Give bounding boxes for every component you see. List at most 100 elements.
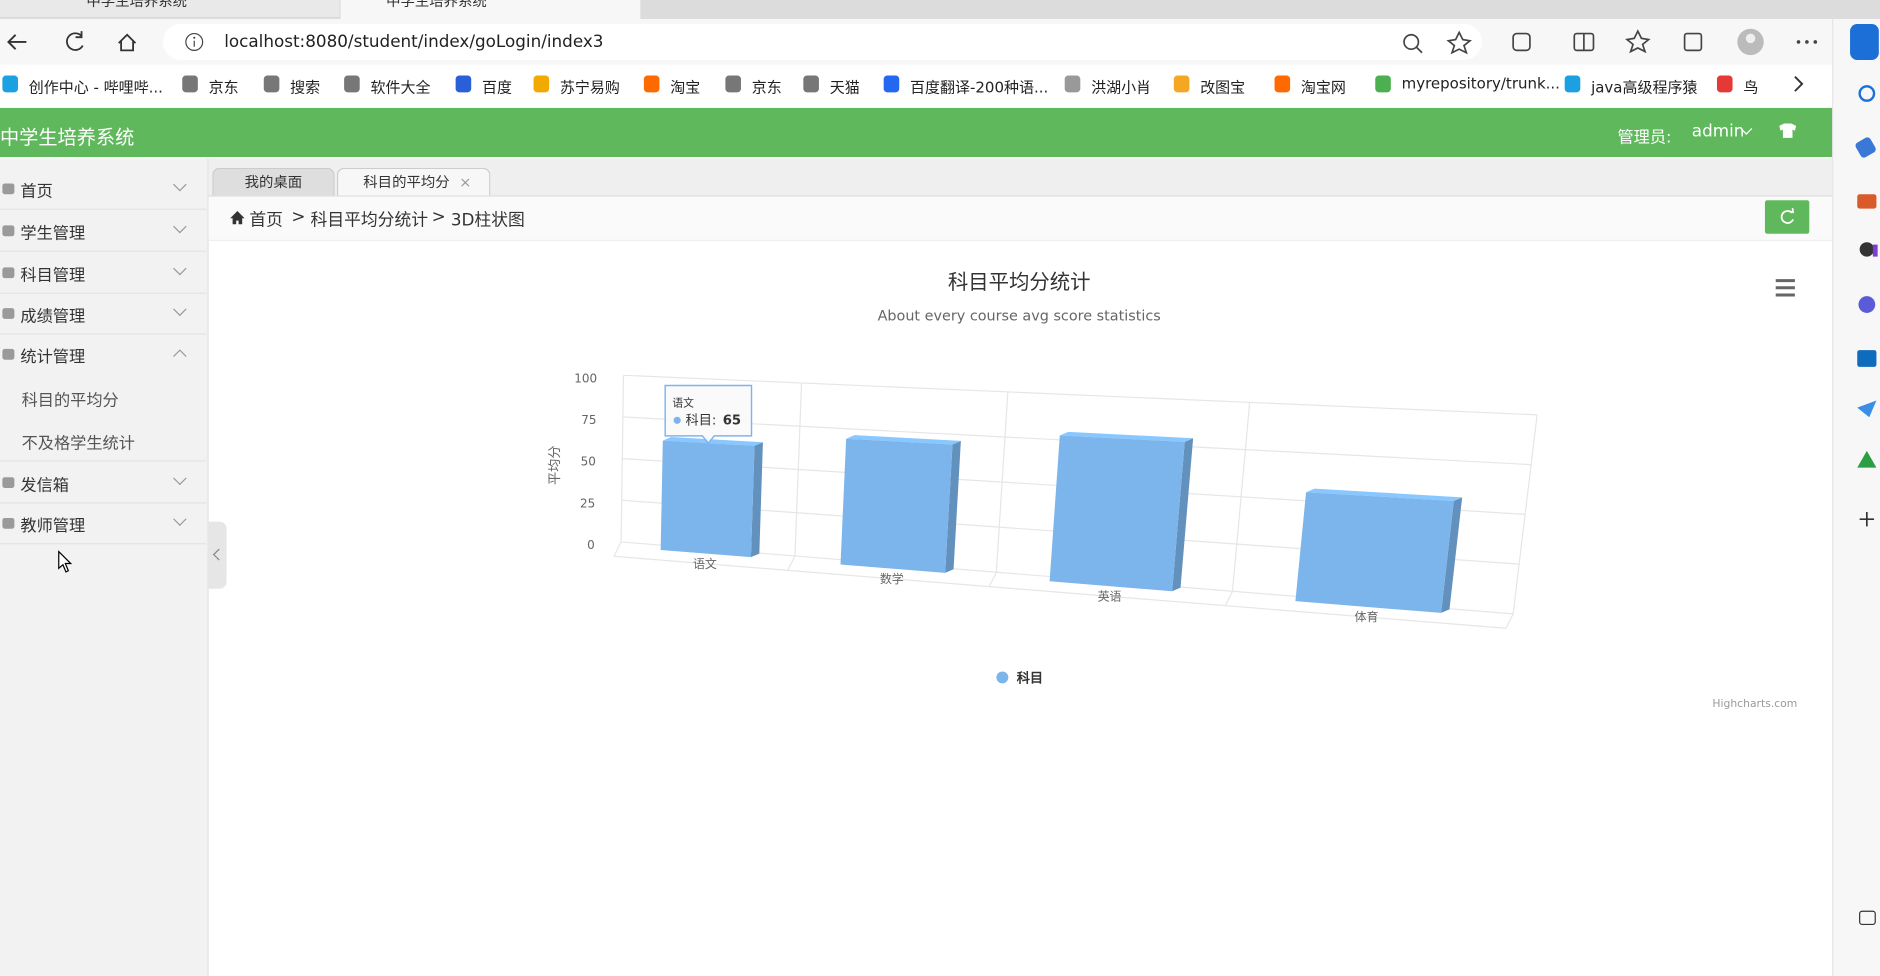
tooltip-label: 科目:	[686, 412, 717, 428]
menu-item[interactable]: 成绩管理	[0, 293, 207, 335]
x-tick-label: 体育	[1355, 609, 1379, 624]
floor-line	[1505, 613, 1514, 629]
menu-label[interactable]: 科目管理	[20, 266, 86, 286]
breadcrumb-item[interactable]: 首页	[249, 211, 283, 231]
breadcrumb-bar	[208, 196, 1833, 241]
bookmark[interactable]: 鸟	[1743, 77, 1759, 96]
tooltip-value: 65	[723, 413, 741, 428]
info-icon[interactable]	[185, 32, 207, 54]
menu-label[interactable]: 统计管理	[20, 347, 86, 367]
bookmark-icon[interactable]	[1064, 75, 1081, 93]
refresh-button[interactable]	[1764, 200, 1810, 234]
submenu-item[interactable]: 不及格学生统计	[21, 434, 135, 454]
bookmark[interactable]: myrepository/trunk...	[1401, 74, 1560, 93]
bookmark-icon[interactable]	[643, 75, 660, 93]
submenu-item[interactable]: 科目的平均分	[21, 390, 119, 411]
bar	[1295, 492, 1454, 613]
bookmark[interactable]: 天猫	[829, 77, 860, 96]
url-box[interactable]	[163, 23, 1482, 60]
menu-label[interactable]: 学生管理	[20, 224, 86, 244]
tooltip-box	[664, 384, 753, 445]
bookmark-icon[interactable]	[455, 75, 472, 93]
menu-label[interactable]: 发信箱	[20, 476, 69, 496]
admin-name[interactable]: admin	[1691, 122, 1745, 142]
floor-edge	[613, 555, 1506, 629]
bar-side	[945, 440, 961, 573]
bar-side	[1172, 438, 1194, 592]
page-tab-label[interactable]: 科目的平均分	[363, 173, 450, 191]
bookmark-icon[interactable]	[1375, 75, 1391, 93]
sidebar-icons[interactable]	[1833, 19, 1880, 976]
bookmark[interactable]: 苏宁易购	[559, 77, 620, 96]
cursor	[58, 550, 73, 573]
app-title: 中学生培养系统	[0, 125, 135, 149]
bookmark[interactable]: java高级程序猿	[1591, 77, 1698, 96]
bookmark[interactable]: 京东	[751, 77, 782, 96]
page-tab-active[interactable]: 科目的平均分 ×	[336, 167, 491, 196]
export-menu[interactable]	[1775, 279, 1795, 297]
bookmark[interactable]: 洪湖小肖	[1091, 77, 1152, 96]
bookmark-icon[interactable]	[1716, 75, 1733, 93]
bar	[660, 440, 755, 558]
x-tick-label: 语文	[693, 556, 717, 571]
bookmark-icon[interactable]	[533, 75, 550, 93]
bookmark-icon[interactable]	[1173, 75, 1190, 93]
menu-label[interactable]: 首页	[20, 182, 53, 202]
bookmark-icon[interactable]	[883, 75, 900, 93]
breadcrumb-item[interactable]: 科目平均分统计	[310, 211, 429, 231]
bookmarks-more[interactable]	[1789, 74, 1808, 93]
x-tick-label: 英语	[1098, 589, 1122, 603]
menu-item[interactable]: 发信箱	[0, 460, 207, 504]
menu-item[interactable]: 学生管理	[0, 210, 207, 252]
bookmark[interactable]: 改图宝	[1200, 77, 1246, 96]
page-tab-label[interactable]: 我的桌面	[244, 173, 303, 191]
menu-item[interactable]: 统计管理	[0, 333, 206, 374]
menu-item[interactable]: 首页	[0, 168, 207, 210]
browser-tab[interactable]	[0, 0, 340, 17]
credits[interactable]: Highcharts.com	[1712, 697, 1797, 710]
page-tab[interactable]: 我的桌面	[212, 167, 335, 196]
bookmark[interactable]: 淘宝网	[1300, 77, 1346, 96]
bookmark-icon[interactable]	[1564, 75, 1581, 93]
bar-side	[750, 442, 763, 558]
chart: 科目平均分统计 About every course avg score sta…	[547, 270, 1797, 710]
bookmark-icon[interactable]	[803, 75, 819, 93]
browser-tab-title[interactable]: 中学生培养系统	[386, 0, 487, 10]
bar-top	[1059, 431, 1194, 442]
y-tick-label: 100	[574, 371, 597, 385]
bookmark[interactable]: 创作中心 - 哔哩哔...	[28, 77, 163, 96]
bar	[840, 438, 953, 573]
menu-item[interactable]: 科目管理	[0, 252, 207, 294]
bookmark[interactable]: 搜索	[290, 77, 321, 96]
url[interactable]: localhost:8080/student/index/goLogin/ind…	[224, 32, 604, 52]
bar-top	[662, 437, 763, 446]
bookmark[interactable]: 京东	[208, 77, 239, 96]
bookmark-icon[interactable]	[2, 75, 18, 93]
theme-icon[interactable]	[1778, 122, 1797, 139]
browser-toolbar[interactable]	[1349, 26, 1829, 60]
bookmark[interactable]: 百度翻译-200种语...	[910, 77, 1049, 96]
menu-label[interactable]: 成绩管理	[20, 306, 86, 327]
nav-buttons[interactable]	[0, 19, 156, 65]
bookmark[interactable]: 百度	[481, 77, 512, 96]
bar	[1049, 435, 1185, 592]
bookmark-icon[interactable]	[182, 75, 198, 93]
browser-tab-active[interactable]	[340, 0, 641, 20]
browser-tab-title[interactable]: 中学生培养系统	[86, 0, 188, 10]
floor-line	[1224, 590, 1234, 606]
breadcrumb-separator: >	[431, 207, 446, 227]
chart-subtitle: About every course avg score statistics	[878, 309, 1161, 325]
breadcrumb-separator: >	[291, 207, 306, 227]
bookmark[interactable]: 软件大全	[370, 77, 431, 96]
bookmark-icon[interactable]	[263, 75, 280, 93]
menu-label[interactable]: 教师管理	[20, 516, 86, 536]
grid-line	[623, 374, 1538, 416]
browser-sidebar	[1832, 19, 1880, 976]
bookmark[interactable]: 淘宝	[670, 77, 701, 96]
bookmark-icon[interactable]	[344, 75, 360, 93]
bookmark-icon[interactable]	[725, 75, 741, 93]
bookmark-icon[interactable]	[1274, 75, 1291, 93]
menu-item[interactable]: 教师管理	[0, 502, 207, 545]
sidebar-toggle[interactable]	[207, 521, 227, 589]
